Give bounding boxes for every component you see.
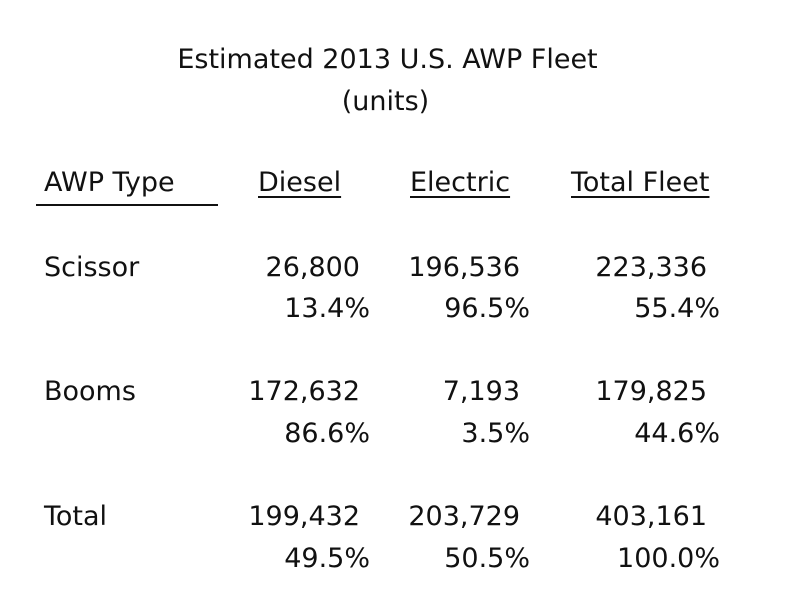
header-total-fleet: Total Fleet bbox=[571, 167, 710, 198]
row-label-total: Total bbox=[44, 501, 108, 532]
table-subtitle: (units) bbox=[341, 86, 430, 117]
total-total-units: 403,161 bbox=[595, 501, 707, 532]
header-diesel: Diesel bbox=[258, 167, 342, 198]
scissor-total-units: 223,336 bbox=[595, 252, 707, 283]
total-diesel-units: 199,432 bbox=[248, 501, 360, 532]
total-diesel-pct: 49.5% bbox=[284, 543, 370, 574]
header-awp-type-rule bbox=[36, 204, 218, 206]
scissor-electric-units: 196,536 bbox=[408, 252, 520, 283]
booms-total-pct: 44.6% bbox=[634, 418, 720, 449]
table-title: Estimated 2013 U.S. AWP Fleet bbox=[177, 44, 598, 75]
booms-diesel-pct: 86.6% bbox=[284, 418, 370, 449]
scissor-total-pct: 55.4% bbox=[634, 293, 720, 324]
header-awp-type: AWP Type bbox=[44, 167, 175, 198]
scissor-electric-pct: 96.5% bbox=[444, 293, 530, 324]
header-electric: Electric bbox=[410, 167, 511, 198]
scissor-diesel-pct: 13.4% bbox=[284, 293, 370, 324]
booms-electric-units: 7,193 bbox=[442, 376, 520, 407]
row-label-scissor: Scissor bbox=[44, 252, 140, 283]
row-label-booms: Booms bbox=[44, 376, 136, 407]
booms-electric-pct: 3.5% bbox=[461, 418, 530, 449]
total-total-pct: 100.0% bbox=[617, 543, 720, 574]
booms-diesel-units: 172,632 bbox=[248, 376, 360, 407]
scissor-diesel-units: 26,800 bbox=[265, 252, 360, 283]
total-electric-units: 203,729 bbox=[408, 501, 520, 532]
booms-total-units: 179,825 bbox=[595, 376, 707, 407]
total-electric-pct: 50.5% bbox=[444, 543, 530, 574]
